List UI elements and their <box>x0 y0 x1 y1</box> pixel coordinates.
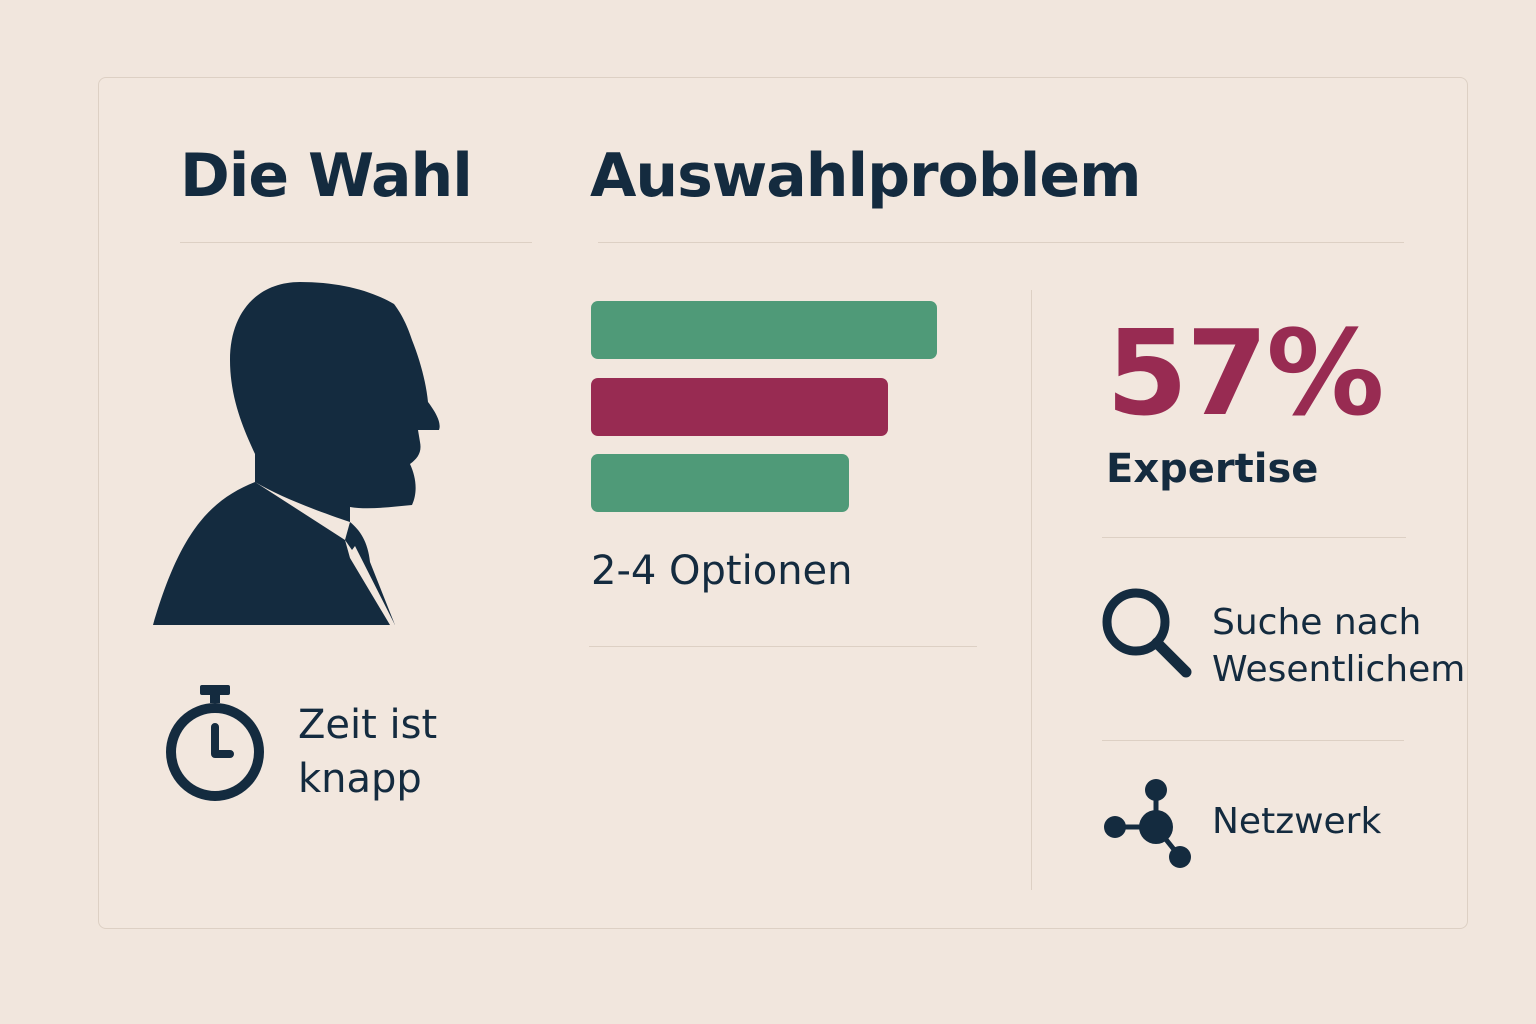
options-label: 2-4 Optionen <box>591 548 853 594</box>
search-label-line-2: Wesentlichem <box>1212 649 1466 690</box>
title-die-wahl: Die Wahl <box>180 141 473 211</box>
stat-label: Expertise <box>1106 446 1319 492</box>
divider-right-2 <box>1102 740 1404 741</box>
person-silhouette-icon <box>153 282 440 625</box>
option-bar-2 <box>591 378 888 436</box>
title-auswahlproblem: Auswahlproblem <box>590 141 1142 211</box>
network-nodes-icon <box>1104 779 1191 868</box>
network-label: Netzwerk <box>1212 801 1382 842</box>
divider-right-1 <box>1102 537 1406 538</box>
time-label: Zeit ist knapp <box>298 698 437 806</box>
option-bar-3 <box>591 454 849 512</box>
search-label: Suche nach Wesentlichem <box>1212 599 1465 693</box>
time-label-line-1: Zeit ist <box>298 702 438 748</box>
divider-left <box>180 242 532 243</box>
search-label-line-1: Suche nach <box>1212 602 1422 643</box>
stopwatch-icon <box>166 685 264 801</box>
divider-middle <box>589 646 977 647</box>
divider-top-right <box>598 242 1404 243</box>
stat-value: 57% <box>1106 304 1384 442</box>
magnifier-icon <box>1102 588 1192 678</box>
column-separator <box>1031 290 1032 890</box>
time-label-line-2: knapp <box>298 756 422 802</box>
option-bar-1 <box>591 301 937 359</box>
